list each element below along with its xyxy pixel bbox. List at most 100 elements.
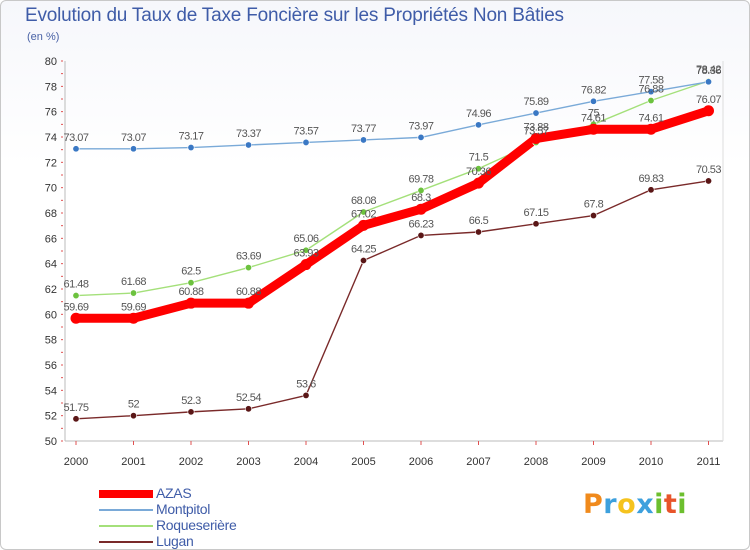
chart-title: Evolution du Taux de Taxe Foncière sur l… [25, 5, 564, 26]
data-point [589, 97, 597, 105]
data-point [359, 256, 367, 264]
data-point [245, 264, 253, 272]
data-point [474, 121, 482, 129]
x-tick-label: 2007 [466, 456, 490, 468]
y-tick-label: 78 [45, 81, 57, 93]
data-point [130, 412, 138, 420]
data-point [72, 415, 80, 423]
data-label: 73.57 [523, 125, 548, 137]
data-point [474, 228, 482, 236]
data-label: 77.58 [638, 75, 663, 87]
data-label: 52.3 [181, 395, 201, 407]
data-point [245, 405, 253, 413]
data-point [187, 144, 195, 152]
data-point [532, 109, 540, 117]
data-point [588, 123, 599, 135]
data-point [130, 145, 138, 153]
data-label: 73.07 [63, 132, 88, 144]
data-point [647, 88, 655, 96]
x-tick-label: 2005 [351, 456, 375, 468]
x-tick-label: 2010 [639, 456, 663, 468]
y-tick-label: 70 [45, 183, 57, 195]
series-line-azas [71, 106, 713, 323]
data-label: 51.75 [63, 402, 88, 414]
data-point [70, 312, 82, 324]
data-label: 67.15 [523, 207, 548, 219]
data-point [647, 186, 655, 194]
y-tick-label: 58 [45, 335, 57, 347]
data-point [243, 297, 254, 309]
data-point [417, 133, 425, 141]
data-point [703, 105, 714, 117]
y-tick-label: 64 [45, 259, 57, 271]
data-label: 73.77 [351, 123, 376, 135]
data-label: 78.42 [696, 64, 721, 76]
data-label: 52 [128, 399, 140, 411]
series-line-montpitol [75, 81, 710, 150]
logo-letter: o [617, 489, 637, 520]
data-label: 68.3 [411, 192, 431, 204]
y-tick-label: 68 [45, 208, 57, 220]
data-label: 73.17 [178, 131, 203, 143]
data-label: 66.5 [469, 215, 489, 227]
y-tick-label: 60 [45, 309, 57, 321]
series-lines [71, 80, 713, 420]
logo-letter: i [654, 489, 664, 520]
legend-swatch [99, 509, 153, 511]
y-tick-label: 56 [45, 360, 57, 372]
data-label: 70.36 [466, 166, 491, 178]
data-point [358, 219, 369, 231]
series-line-lugan [75, 180, 710, 420]
data-label: 69.78 [408, 173, 433, 185]
data-label: 53.6 [296, 378, 316, 390]
x-tick-label: 2001 [121, 456, 145, 468]
logo-letter: P [583, 489, 604, 520]
data-label: 74.61 [638, 112, 663, 124]
legend-label: Lugan [156, 533, 194, 549]
data-label: 61.68 [121, 276, 146, 288]
y-tick-label: 66 [45, 233, 57, 245]
y-tick-label: 52 [45, 411, 57, 423]
logo-letter: i [677, 489, 688, 520]
data-point [128, 312, 139, 324]
data-point [417, 231, 425, 239]
series-line-roqueserière [75, 80, 710, 297]
data-point [72, 292, 80, 300]
data-label: 65.06 [293, 233, 318, 245]
x-tick-label: 2002 [179, 456, 203, 468]
proxiti-logo: Proxiti [583, 489, 687, 520]
data-label: 64.25 [351, 244, 376, 256]
x-tick-label: 2009 [581, 456, 605, 468]
data-point [359, 136, 367, 144]
data-point [302, 246, 310, 254]
x-tick-label: 2003 [236, 456, 260, 468]
y-tick-label: 54 [45, 385, 57, 397]
y-tick-label: 74 [45, 132, 57, 144]
data-label: 73.37 [236, 128, 261, 140]
data-point [415, 203, 427, 215]
logo-letter: t [663, 489, 678, 520]
data-label: 73.57 [293, 125, 318, 137]
legend-label: Roqueserière [156, 517, 237, 533]
data-point [417, 186, 425, 194]
data-label: 76.07 [696, 94, 721, 106]
x-tick-label: 2006 [409, 456, 433, 468]
data-label: 67.02 [351, 208, 376, 220]
data-label: 68.08 [351, 195, 376, 207]
data-label: 74.96 [466, 108, 491, 120]
legend-label: Montpitol [156, 501, 211, 517]
data-label: 69.83 [638, 173, 663, 185]
data-labels: 59.69 59.69 60.88 60.88 63.93 67.02 68.3 70.36 7… [63, 64, 721, 414]
data-point [645, 123, 657, 135]
data-label: 63.93 [293, 248, 318, 260]
legend-swatch [99, 541, 153, 543]
data-label: 52.54 [236, 392, 261, 404]
data-label: 59.69 [63, 301, 88, 313]
data-point [704, 177, 712, 185]
logo-letter: r [603, 489, 618, 520]
data-point [187, 408, 195, 416]
data-point [302, 138, 310, 146]
data-label: 66.23 [408, 218, 433, 230]
data-label: 75.89 [523, 96, 548, 108]
